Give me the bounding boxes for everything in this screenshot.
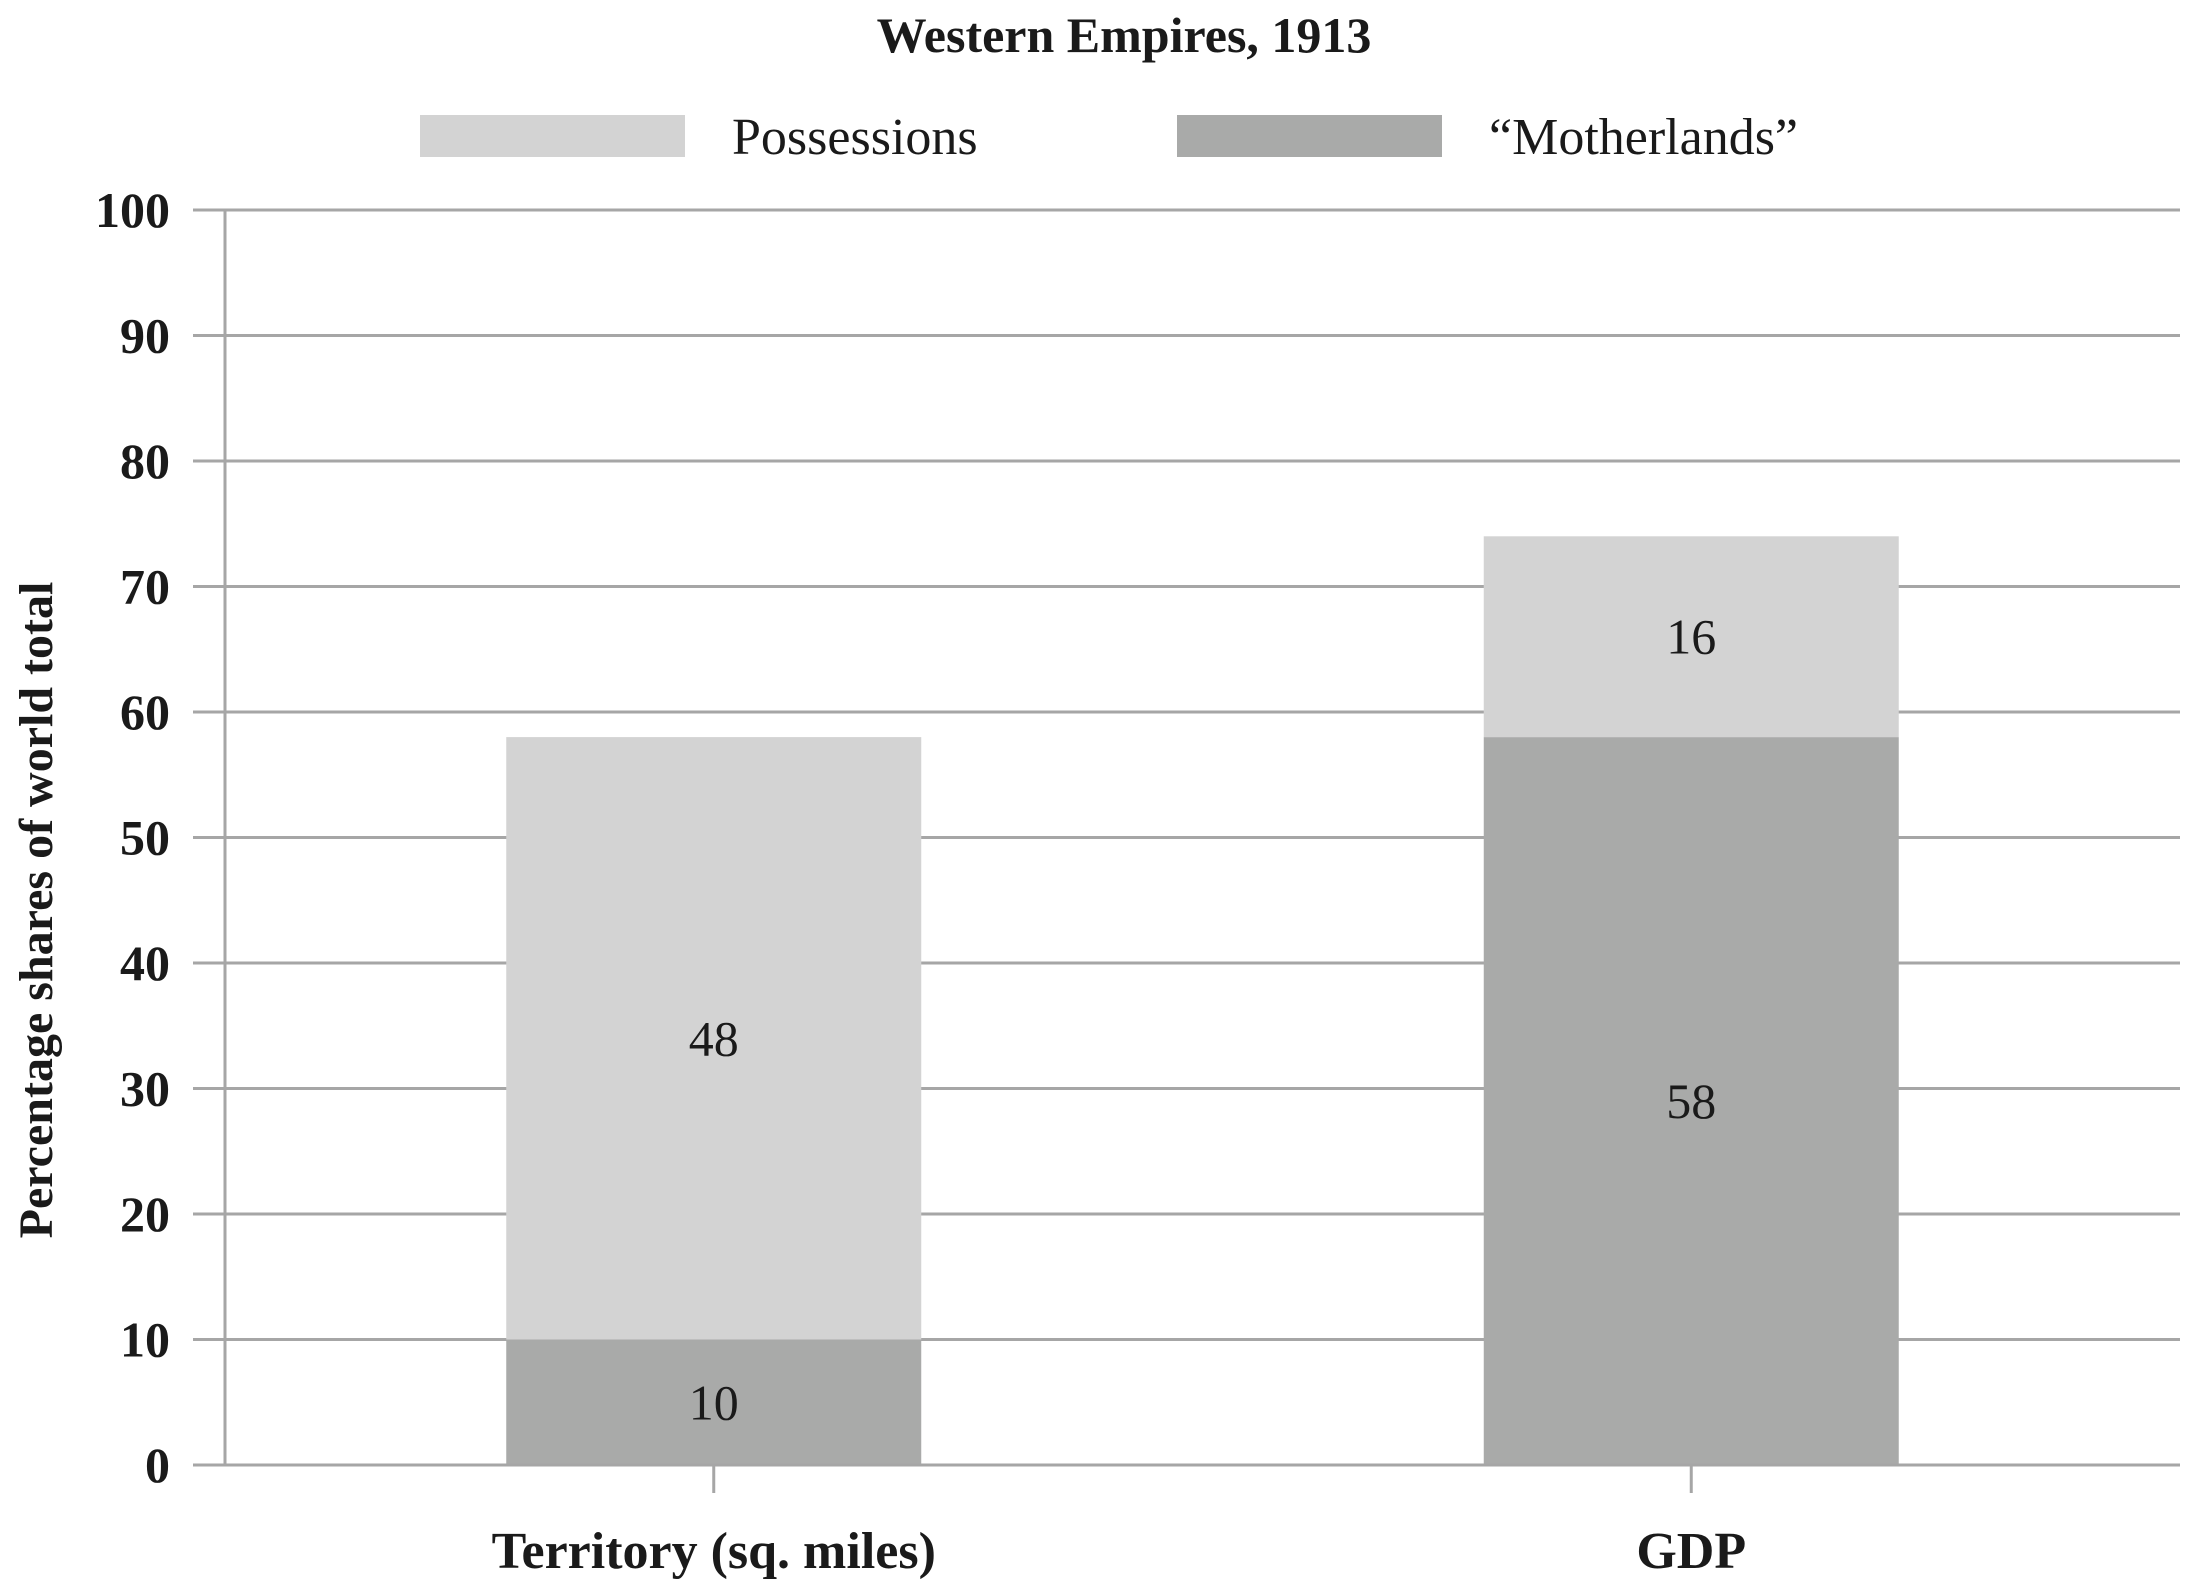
bar-segment bbox=[506, 1339, 922, 1465]
bars: 10 48 58 16 bbox=[506, 536, 1899, 1465]
x-axis-ticks: Territory (sq. miles) GDP bbox=[492, 1465, 1746, 1580]
y-tick-label: 100 bbox=[95, 182, 170, 238]
data-label: 16 bbox=[1666, 609, 1716, 665]
y-axis-ticks: 0 10 20 30 40 50 60 70 80 90 100 bbox=[95, 182, 225, 1493]
y-tick-label: 50 bbox=[120, 810, 170, 866]
bar-segment bbox=[506, 737, 922, 1340]
data-label: 48 bbox=[689, 1010, 739, 1066]
y-tick-label: 40 bbox=[120, 935, 170, 991]
axes bbox=[193, 210, 2180, 1467]
y-tick-label: 70 bbox=[120, 559, 170, 615]
y-tick-label: 80 bbox=[120, 433, 170, 489]
y-tick-label: 10 bbox=[120, 1312, 170, 1368]
legend-swatch bbox=[420, 115, 685, 157]
x-tick-label: Territory (sq. miles) bbox=[492, 1523, 936, 1580]
data-label: 58 bbox=[1666, 1073, 1716, 1129]
bar-segment bbox=[1483, 737, 1899, 1465]
legend: Possessions “Motherlands” bbox=[420, 109, 1798, 166]
data-label: 10 bbox=[689, 1374, 739, 1430]
y-tick-label: 60 bbox=[120, 684, 170, 740]
legend-swatch bbox=[1177, 115, 1442, 157]
x-tick-label: GDP bbox=[1636, 1523, 1746, 1580]
legend-label: “Motherlands” bbox=[1489, 109, 1798, 166]
y-tick-label: 90 bbox=[120, 308, 170, 364]
y-tick-label: 0 bbox=[145, 1437, 170, 1493]
chart-title: Western Empires, 1913 bbox=[877, 7, 1372, 63]
legend-label: Possessions bbox=[732, 109, 978, 166]
y-tick-label: 20 bbox=[120, 1186, 170, 1242]
y-tick-label: 30 bbox=[120, 1061, 170, 1117]
y-axis-label: Percentage shares of world total bbox=[10, 582, 63, 1239]
bar-segment bbox=[1483, 536, 1899, 738]
